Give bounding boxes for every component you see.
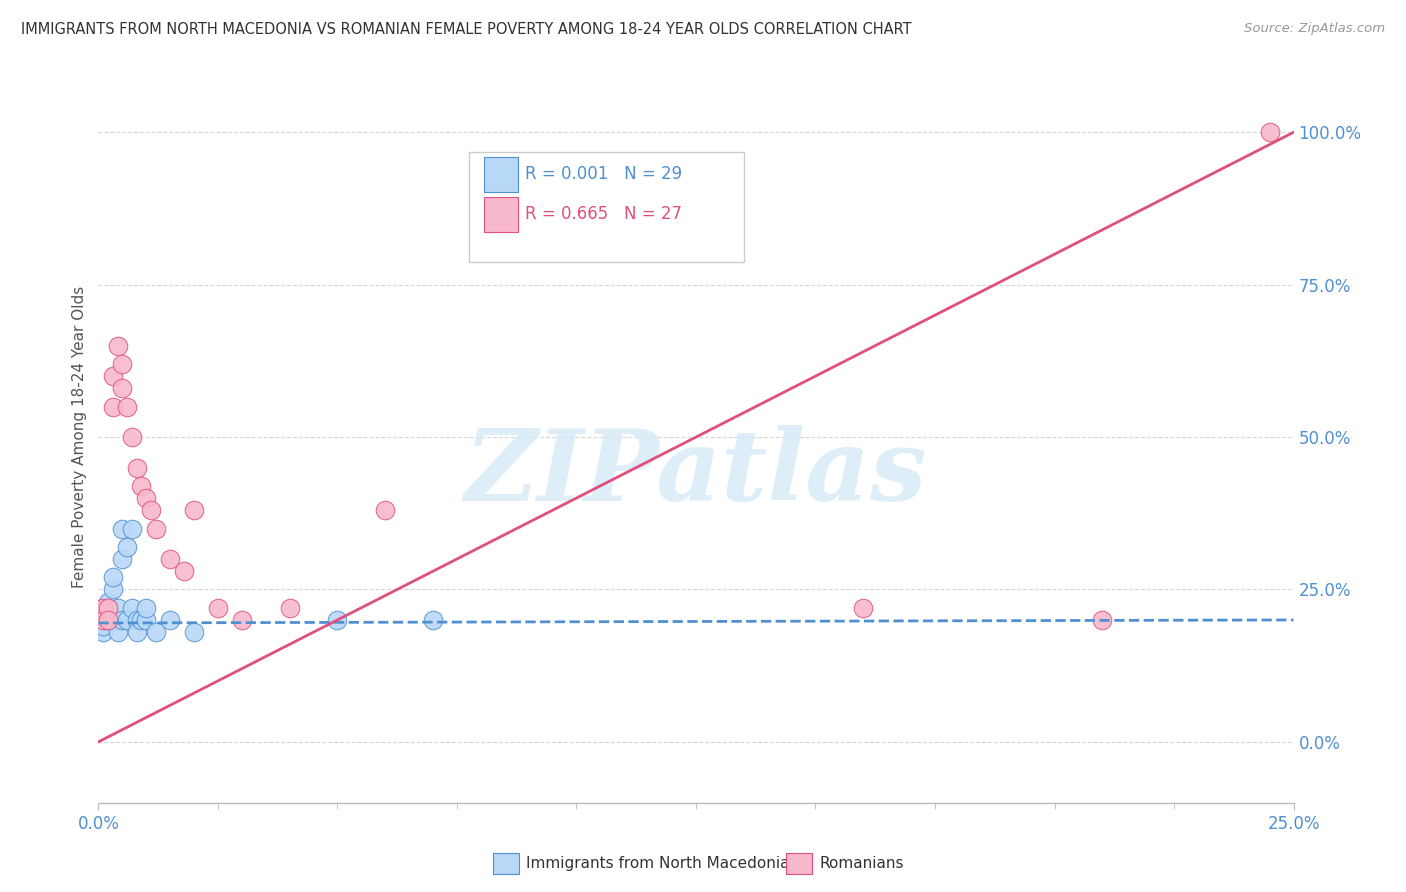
Point [131,479,153,493]
Point [97,600,120,615]
Point [115,613,138,627]
Text: Source: ZipAtlas.com: Source: ZipAtlas.com [1244,22,1385,36]
Point [121,430,143,444]
Point [91,600,114,615]
Point [135,491,157,505]
Point [121,521,143,535]
Point [131,613,153,627]
Point [107,339,129,353]
Point [374,503,396,517]
Point [422,613,444,627]
Point [91,619,114,633]
Point [115,540,138,554]
FancyBboxPatch shape [494,854,519,874]
Y-axis label: Female Poverty Among 18-24 Year Olds: Female Poverty Among 18-24 Year Olds [72,286,87,588]
Point [125,625,148,640]
Point [91,613,114,627]
Point [115,400,138,414]
Point [207,600,229,615]
Point [125,460,148,475]
Point [183,503,205,517]
Point [125,613,148,627]
Point [101,400,124,414]
Point [101,369,124,384]
Point [111,521,134,535]
Point [852,600,875,615]
FancyBboxPatch shape [485,197,517,232]
Text: R = 0.001   N = 29: R = 0.001 N = 29 [524,165,682,183]
Point [1091,613,1114,627]
Point [231,613,253,627]
Text: R = 0.665   N = 27: R = 0.665 N = 27 [524,205,682,223]
Point [97,607,120,621]
Text: IMMIGRANTS FROM NORTH MACEDONIA VS ROMANIAN FEMALE POVERTY AMONG 18-24 YEAR OLDS: IMMIGRANTS FROM NORTH MACEDONIA VS ROMAN… [21,22,911,37]
Point [111,613,134,627]
Point [121,600,143,615]
Point [145,625,167,640]
Text: ZIPatlas: ZIPatlas [465,425,927,522]
Point [173,564,195,578]
Point [661,235,683,249]
Text: Immigrants from North Macedonia: Immigrants from North Macedonia [526,856,790,871]
Point [111,357,134,371]
FancyBboxPatch shape [786,854,811,874]
Point [135,600,157,615]
Point [107,600,129,615]
Point [101,613,124,627]
Point [91,625,114,640]
Point [101,582,124,597]
Point [145,521,167,535]
Point [107,625,129,640]
Point [159,613,181,627]
FancyBboxPatch shape [470,152,744,261]
Point [139,503,162,517]
Text: Romanians: Romanians [820,856,904,871]
Point [111,381,134,395]
Point [101,570,124,584]
Point [97,594,120,608]
Point [183,625,205,640]
Point [135,613,157,627]
Point [97,613,120,627]
FancyBboxPatch shape [485,157,517,192]
Point [91,613,114,627]
Point [97,613,120,627]
Point [278,600,301,615]
Point [326,613,349,627]
Point [91,600,114,615]
Point [111,552,134,566]
Point [1258,125,1281,139]
Point [159,552,181,566]
